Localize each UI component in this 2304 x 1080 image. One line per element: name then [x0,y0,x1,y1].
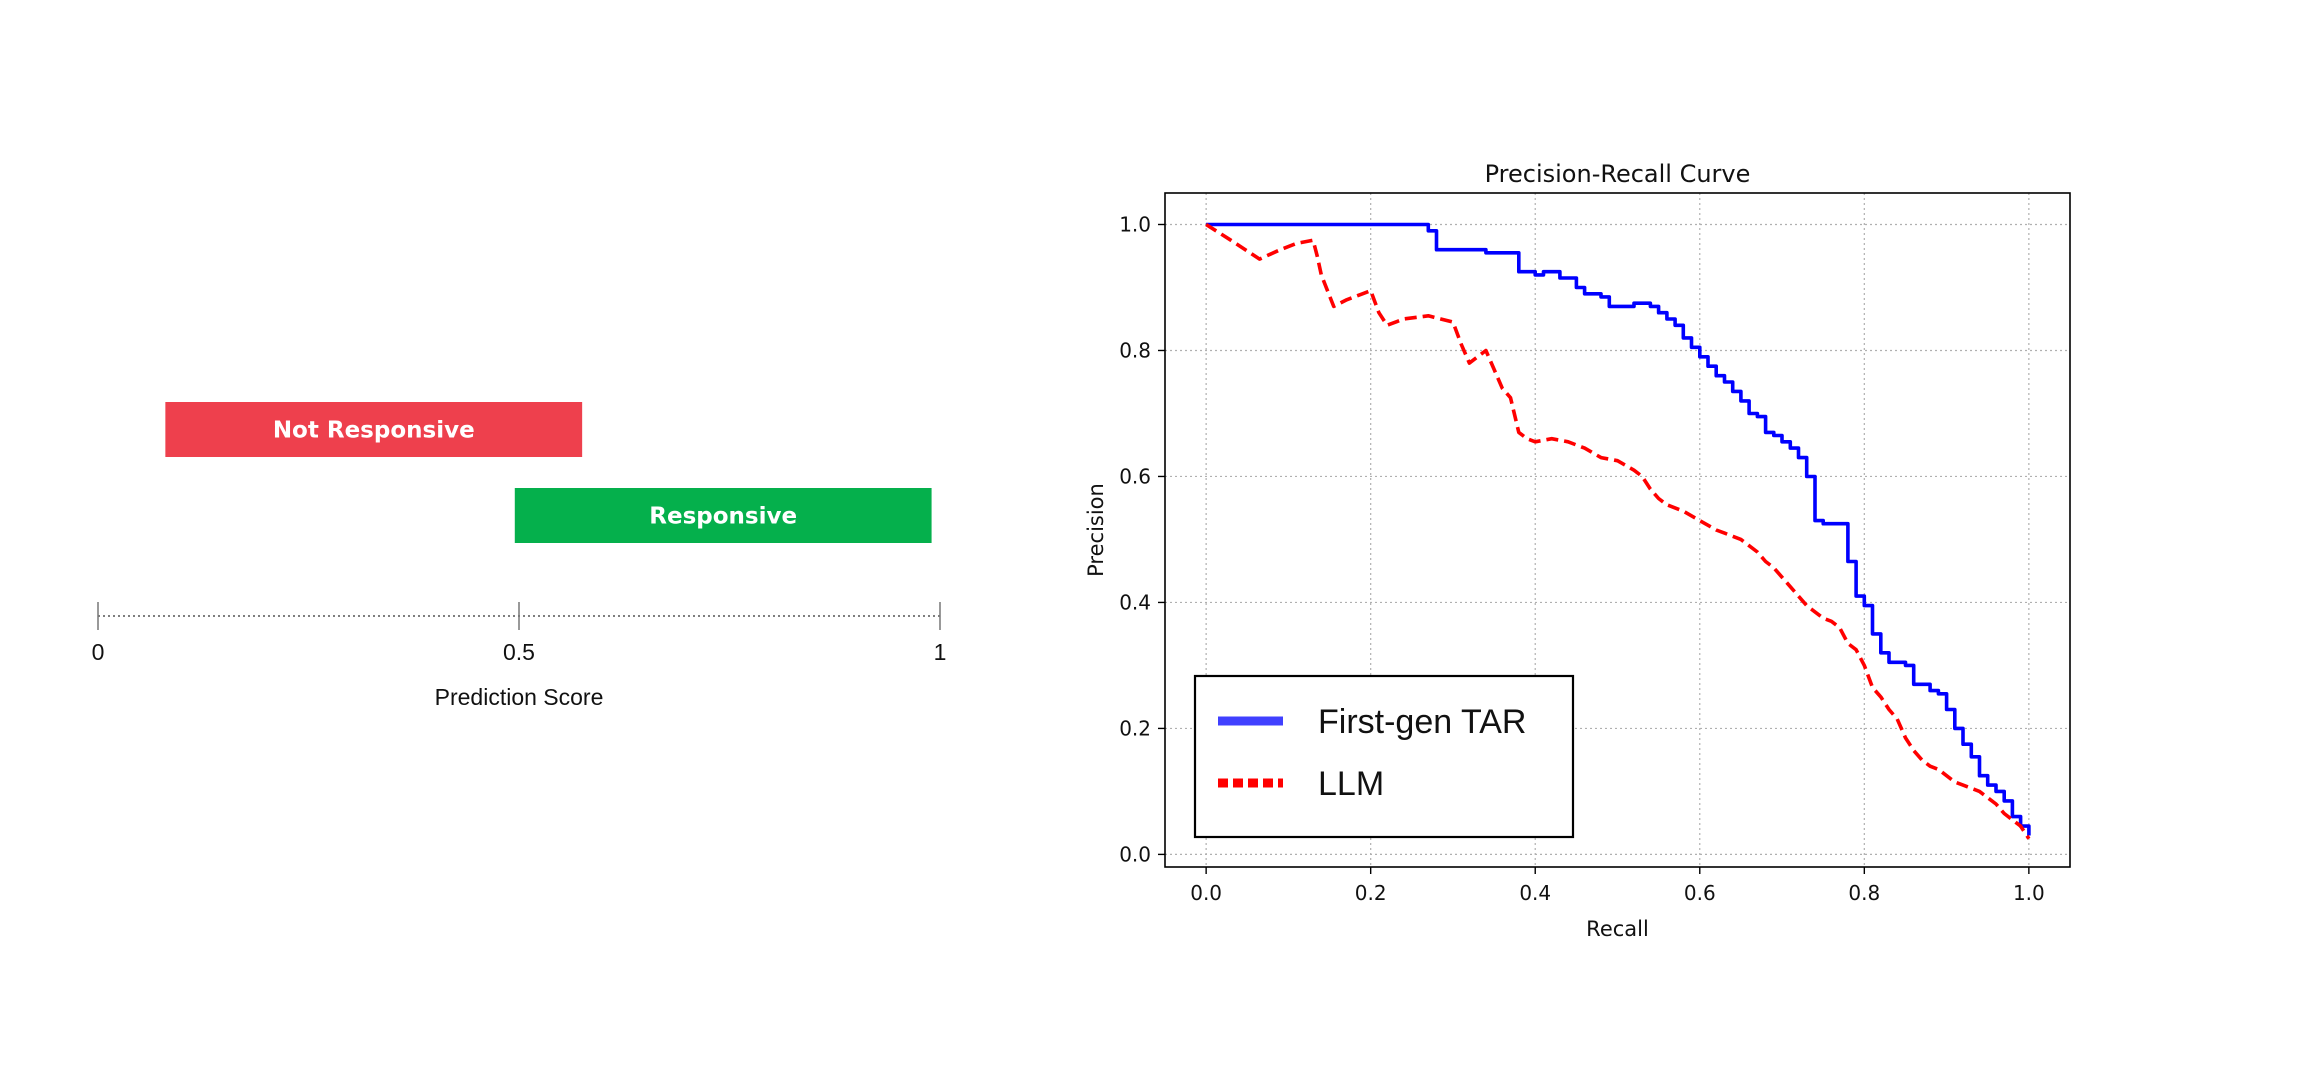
plot-frame [1164,192,2071,868]
chart-title: Precision-Recall Curve [1485,160,1751,188]
y-tick-label: 0.6 [1119,464,1151,488]
chart-legend: First-gen TAR LLM [1193,674,1575,839]
y-tick-label: 0.4 [1119,590,1151,614]
score-tick-label: 0 [92,639,105,665]
x-tick-label: 1.0 [2013,881,2045,905]
score-bar-label: Not Responsive [273,418,475,444]
y-tick-label: 0.2 [1119,716,1151,740]
precision-recall-chart: 0.0 0.2 0.4 0.6 0.8 1.0 0.0 0.2 0.4 0.6 0.8 1.0 Pre… [1084,160,2071,941]
legend-box [1193,674,1575,839]
chart-ticks: 0.0 0.2 0.4 0.6 0.8 1.0 0.0 0.2 0.4 0.6 0.8 1.0 [1119,212,2045,905]
series-line-first-gen-tar [1206,222,2031,836]
score-tick-label: 0.5 [503,639,535,665]
chart-series [1205,222,2031,840]
score-bar [165,402,583,457]
x-tick-label: 0.0 [1190,881,1222,905]
legend-label: LLM [1318,765,1384,803]
y-tick-label: 0.8 [1119,338,1151,362]
series-line-llm [1205,222,2031,840]
y-tick-label: 1.0 [1119,212,1151,236]
x-axis-label: Recall [1586,917,1649,941]
y-tick-label: 0.0 [1119,842,1151,866]
y-axis-label: Precision [1084,483,1108,577]
prediction-score-panel: Not Responsive Responsive 0 0.5 1 Prediction … [92,402,947,710]
x-tick-label: 0.4 [1519,881,1551,905]
x-tick-label: 0.6 [1684,881,1716,905]
x-tick-label: 0.2 [1355,881,1387,905]
x-tick-label: 0.8 [1848,881,1880,905]
score-bar [514,488,932,543]
legend-label: First-gen TAR [1318,703,1526,741]
score-axis-label: Prediction Score [435,684,604,710]
score-tick-label: 1 [934,639,947,665]
score-bar-label: Responsive [649,504,797,530]
